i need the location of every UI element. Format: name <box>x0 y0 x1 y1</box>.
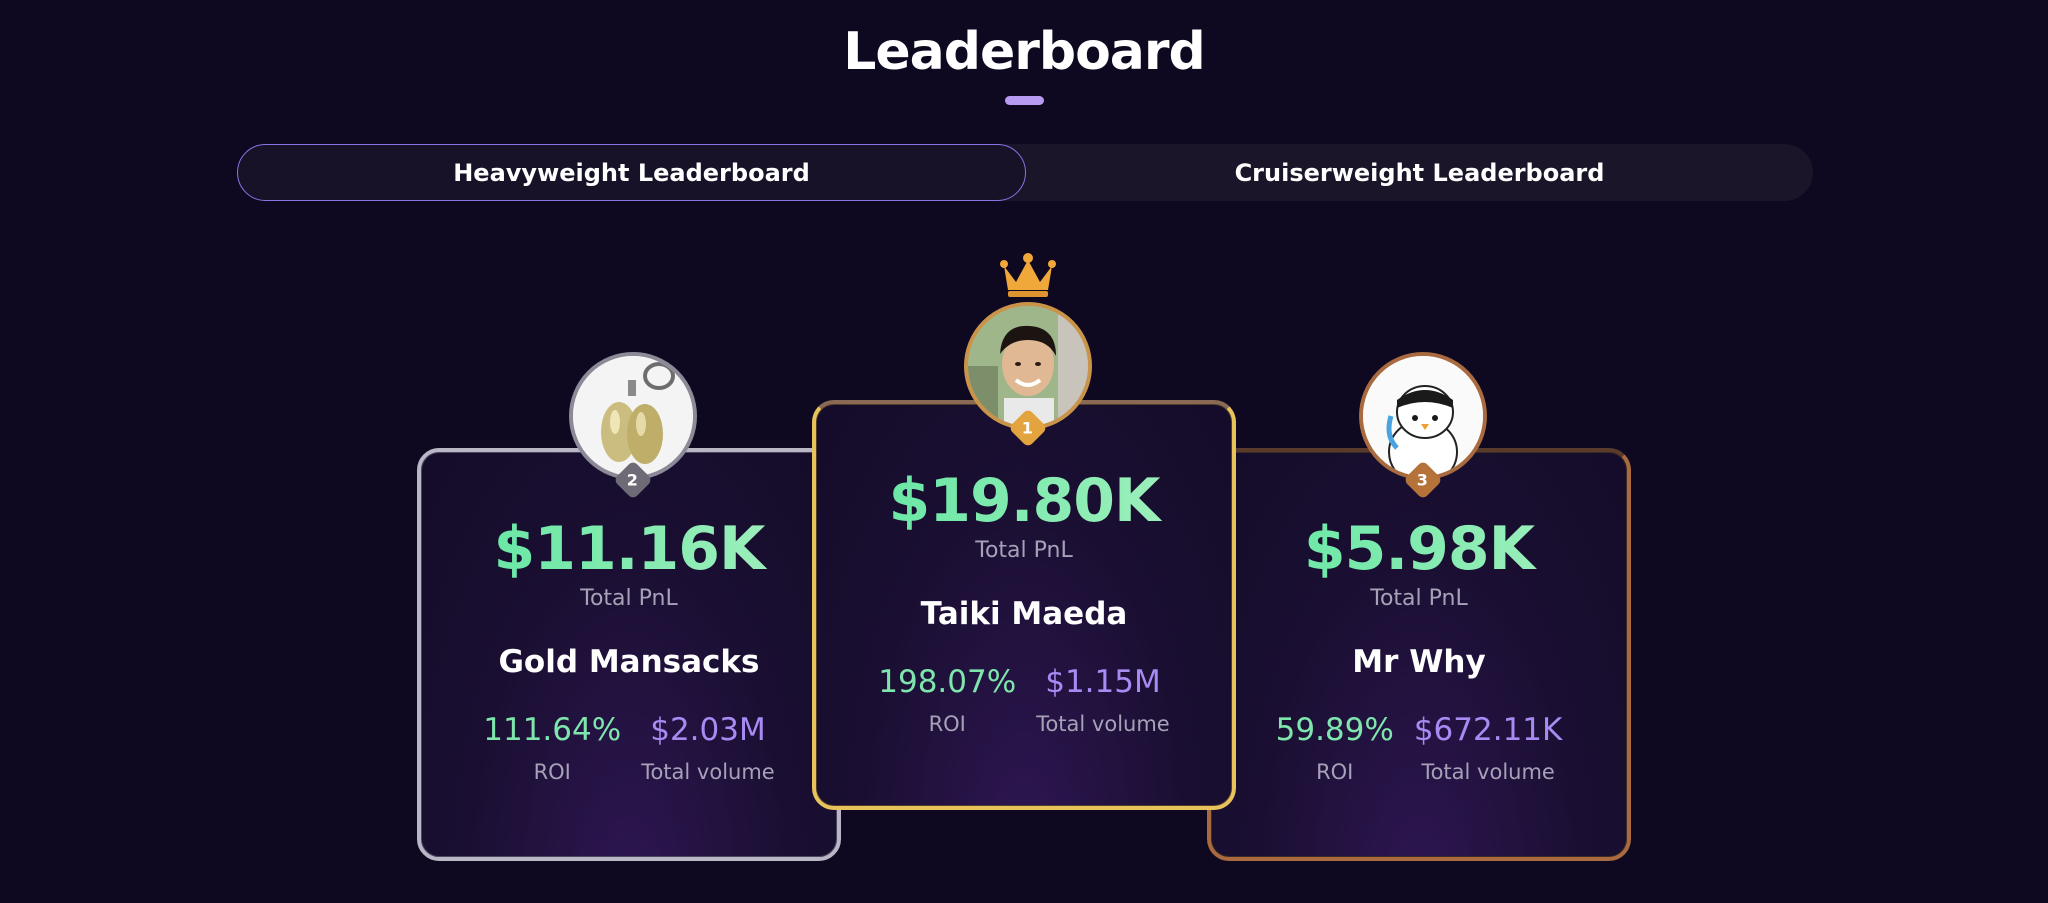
trader-name: Mr Why <box>1352 644 1486 680</box>
leaderboard-card-rank-2[interactable]: $11.16K Total PnL Gold Mansacks 111.64% … <box>417 448 841 861</box>
roi-value: 198.07% <box>878 664 1017 700</box>
volume-value: $2.03M <box>650 712 766 748</box>
trader-stats: 59.89% ROI $672.11K Total volume <box>1211 712 1627 784</box>
roi-stat: 111.64% ROI <box>483 712 621 784</box>
keychain-avatar[interactable] <box>569 352 697 480</box>
roi-value: 59.89% <box>1275 712 1394 748</box>
rank-number: 3 <box>1417 470 1429 490</box>
volume-stat: $1.15M Total volume <box>1036 664 1170 736</box>
title-underline <box>1005 96 1044 105</box>
volume-label: Total volume <box>1036 712 1170 736</box>
total-pnl-label: Total PnL <box>1370 586 1468 611</box>
roi-label: ROI <box>928 712 966 736</box>
volume-value: $672.11K <box>1413 712 1563 748</box>
page-title: Leaderboard <box>843 22 1206 82</box>
total-pnl-value: $19.80K <box>816 466 1232 536</box>
trader-stats: 198.07% ROI $1.15M Total volume <box>816 664 1232 736</box>
total-pnl-label: Total PnL <box>975 538 1073 563</box>
volume-stat: $2.03M Total volume <box>641 712 775 784</box>
leaderboard-card-rank-3[interactable]: $5.98K Total PnL Mr Why 59.89% ROI $672.… <box>1207 448 1631 861</box>
roi-stat: 198.07% ROI <box>878 664 1016 736</box>
trader-name: Taiki Maeda <box>920 596 1128 632</box>
crown-icon <box>1000 253 1056 297</box>
tab-heavyweight[interactable]: Heavyweight Leaderboard <box>237 144 1026 201</box>
tab-cruiserweight[interactable]: Cruiserweight Leaderboard <box>1234 158 1605 187</box>
volume-label: Total volume <box>641 760 775 784</box>
roi-value: 111.64% <box>483 712 622 748</box>
leaderboard-card-rank-1[interactable]: $19.80K Total PnL Taiki Maeda 198.07% RO… <box>812 400 1236 810</box>
rank-number: 1 <box>1022 418 1034 438</box>
total-pnl-value: $11.16K <box>421 514 837 584</box>
volume-stat: $672.11K Total volume <box>1414 712 1563 784</box>
volume-label: Total volume <box>1421 760 1555 784</box>
volume-value: $1.15M <box>1045 664 1161 700</box>
roi-stat: 59.89% ROI <box>1276 712 1394 784</box>
penguin-avatar[interactable] <box>1359 352 1487 480</box>
trader-name: Gold Mansacks <box>498 644 760 680</box>
trader-stats: 111.64% ROI $2.03M Total volume <box>421 712 837 784</box>
roi-label: ROI <box>1316 760 1354 784</box>
total-pnl-value: $5.98K <box>1211 514 1627 584</box>
roi-label: ROI <box>533 760 571 784</box>
person-photo-avatar[interactable] <box>964 302 1092 430</box>
total-pnl-label: Total PnL <box>580 586 678 611</box>
leaderboard-tabs: Heavyweight Leaderboard Cruiserweight Le… <box>237 144 1813 201</box>
rank-number: 2 <box>627 470 639 490</box>
